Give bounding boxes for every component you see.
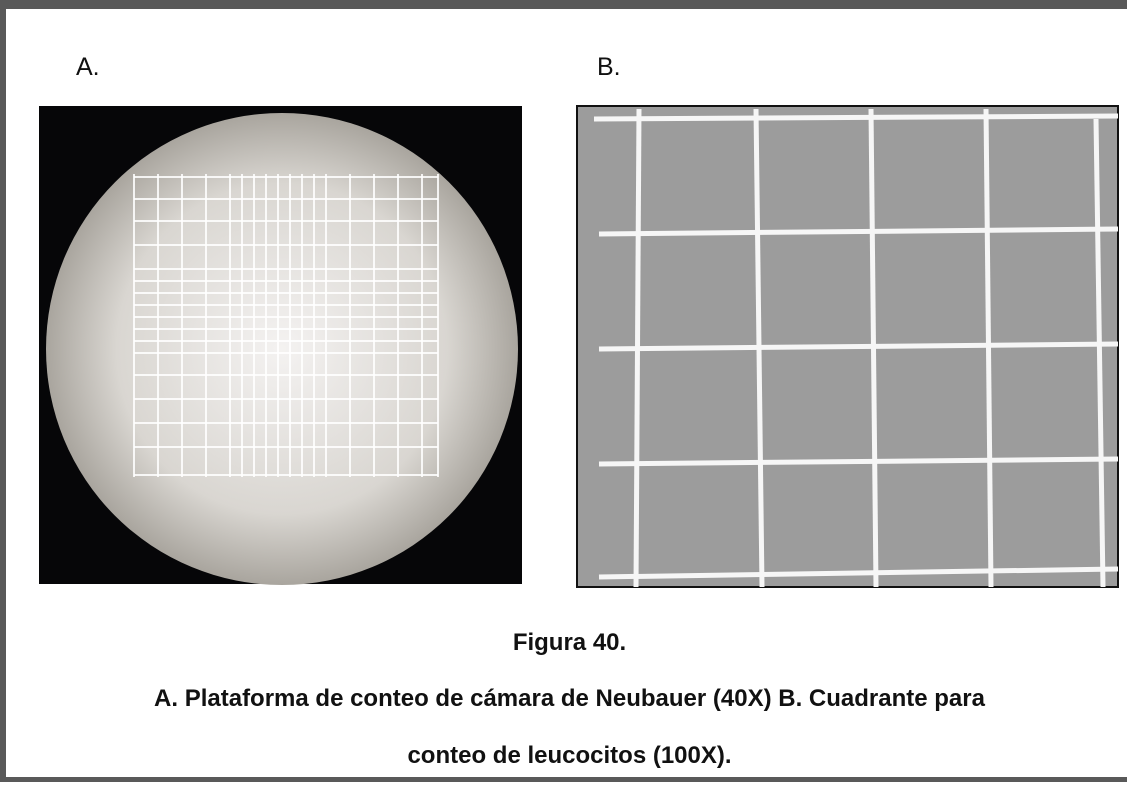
grid-line — [594, 116, 1118, 119]
microscope-field — [46, 113, 518, 585]
figure-frame: A. B. Figura 40. A. Plataforma de conteo… — [0, 0, 1127, 782]
panel-label: B. — [597, 53, 621, 82]
caption-line: conteo de leucocitos (100X). — [6, 742, 1127, 770]
figure-title: Figura 40. — [6, 629, 1127, 657]
caption-line: A. Plataforma de conteo de cámara de Neu… — [6, 685, 1127, 713]
panel-label: A. — [76, 53, 100, 82]
figure-images — [6, 9, 1127, 791]
